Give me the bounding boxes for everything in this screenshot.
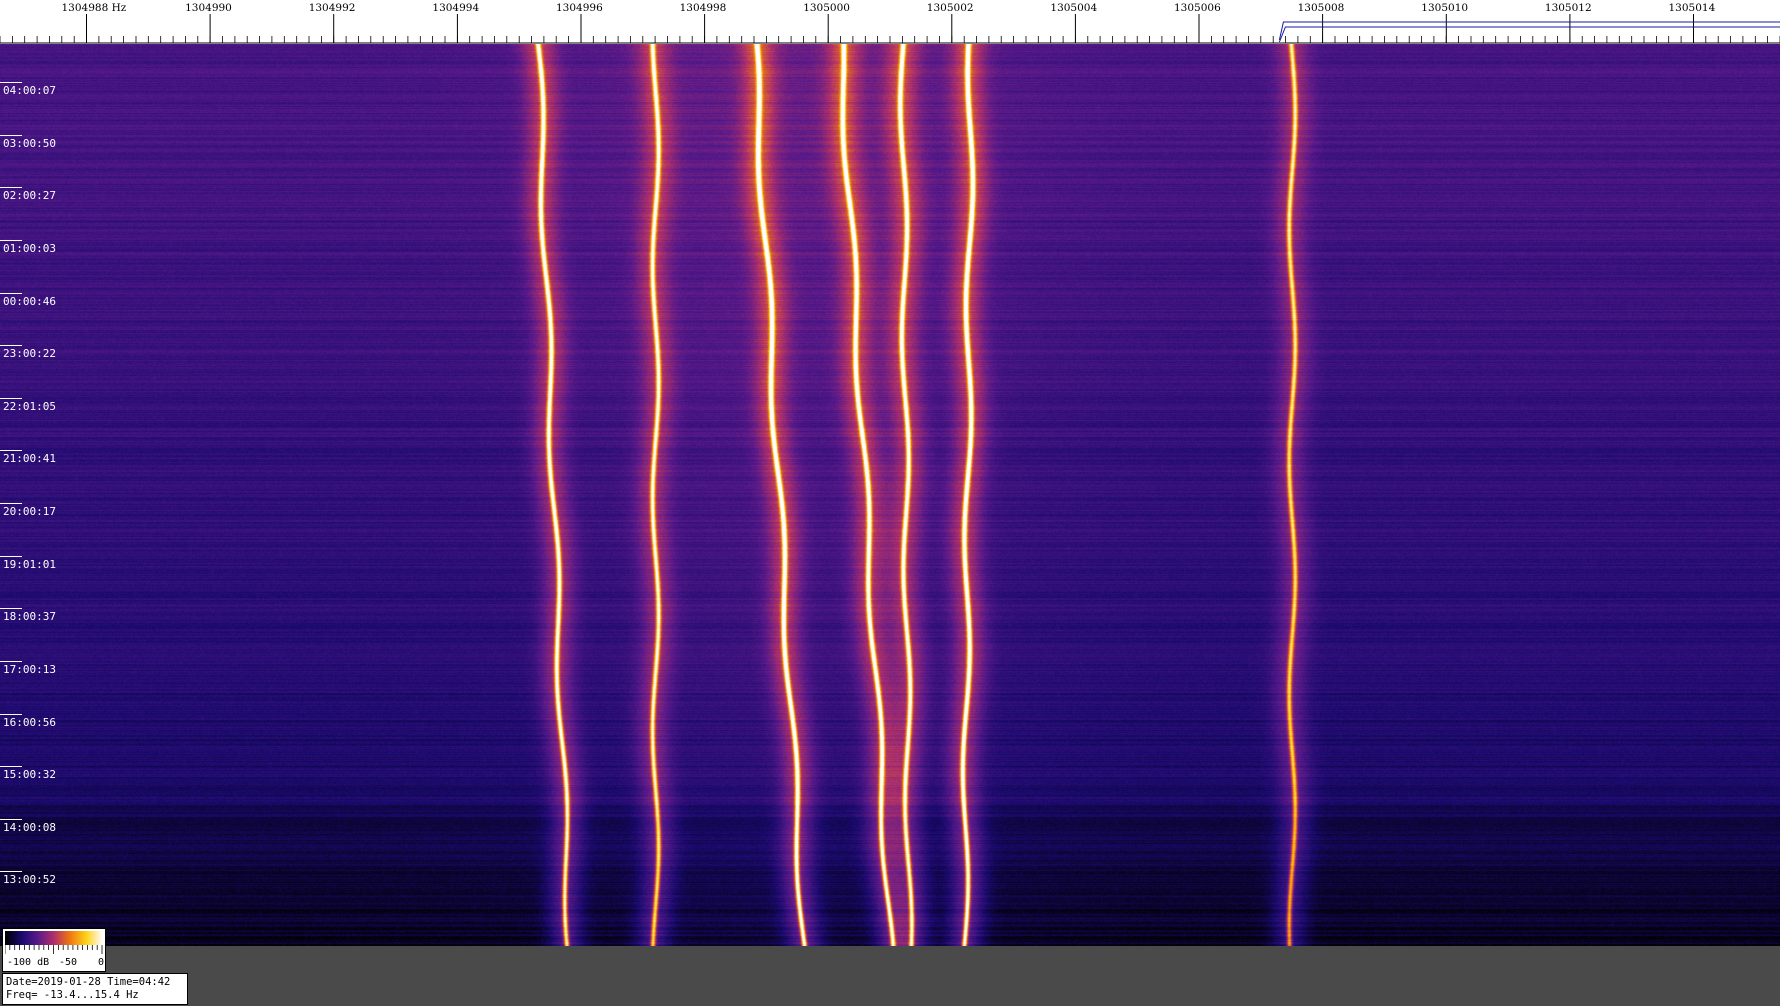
- freq-tick-label: 1304990: [185, 2, 232, 14]
- colorbar-label-mid: -50: [59, 957, 78, 968]
- freq-tick-label: 1305008: [1298, 2, 1345, 14]
- frequency-axis: 1304988 Hz 1304990 1304992 1304994 1304996 13…: [0, 0, 1780, 44]
- colorbar-gradient: [5, 931, 103, 945]
- freq-tick-label: 1305010: [1421, 2, 1468, 14]
- colorbar-label-max: 0: [98, 957, 105, 968]
- freq-tick-label: 1305014: [1669, 2, 1716, 14]
- colorbar-legend: -100 dB -50 0: [2, 928, 106, 972]
- freq-tick-label: 1304994: [432, 2, 479, 14]
- colorbar-ticks: [5, 945, 103, 954]
- freq-tick-label: 1304988 Hz: [62, 2, 127, 14]
- freq-tick-label: 1305000: [803, 2, 850, 14]
- spectrogram-heatmap[interactable]: [0, 44, 1780, 946]
- freq-tick-label: 1304996: [556, 2, 603, 14]
- freq-tick-label: 1305006: [1174, 2, 1221, 14]
- info-frequency-range: Freq= -13.4...15.4 Hz: [6, 989, 139, 1001]
- freq-tick-label: 1304992: [309, 2, 356, 14]
- freq-tick-label: 1305012: [1545, 2, 1592, 14]
- freq-tick-label: 1305002: [927, 2, 974, 14]
- marker-line: [1278, 26, 1780, 43]
- colorbar-label-min: -100 dB: [7, 957, 50, 968]
- info-panel: Date=2019-01-28 Time=04:42 Freq= -13.4..…: [2, 973, 188, 1005]
- info-date-time: Date=2019-01-28 Time=04:42: [6, 976, 171, 988]
- freq-tick-label: 1304998: [680, 2, 727, 14]
- marker-line: [1278, 21, 1780, 41]
- freq-tick-label: 1305004: [1050, 2, 1097, 14]
- bottom-panel: [0, 946, 1780, 1006]
